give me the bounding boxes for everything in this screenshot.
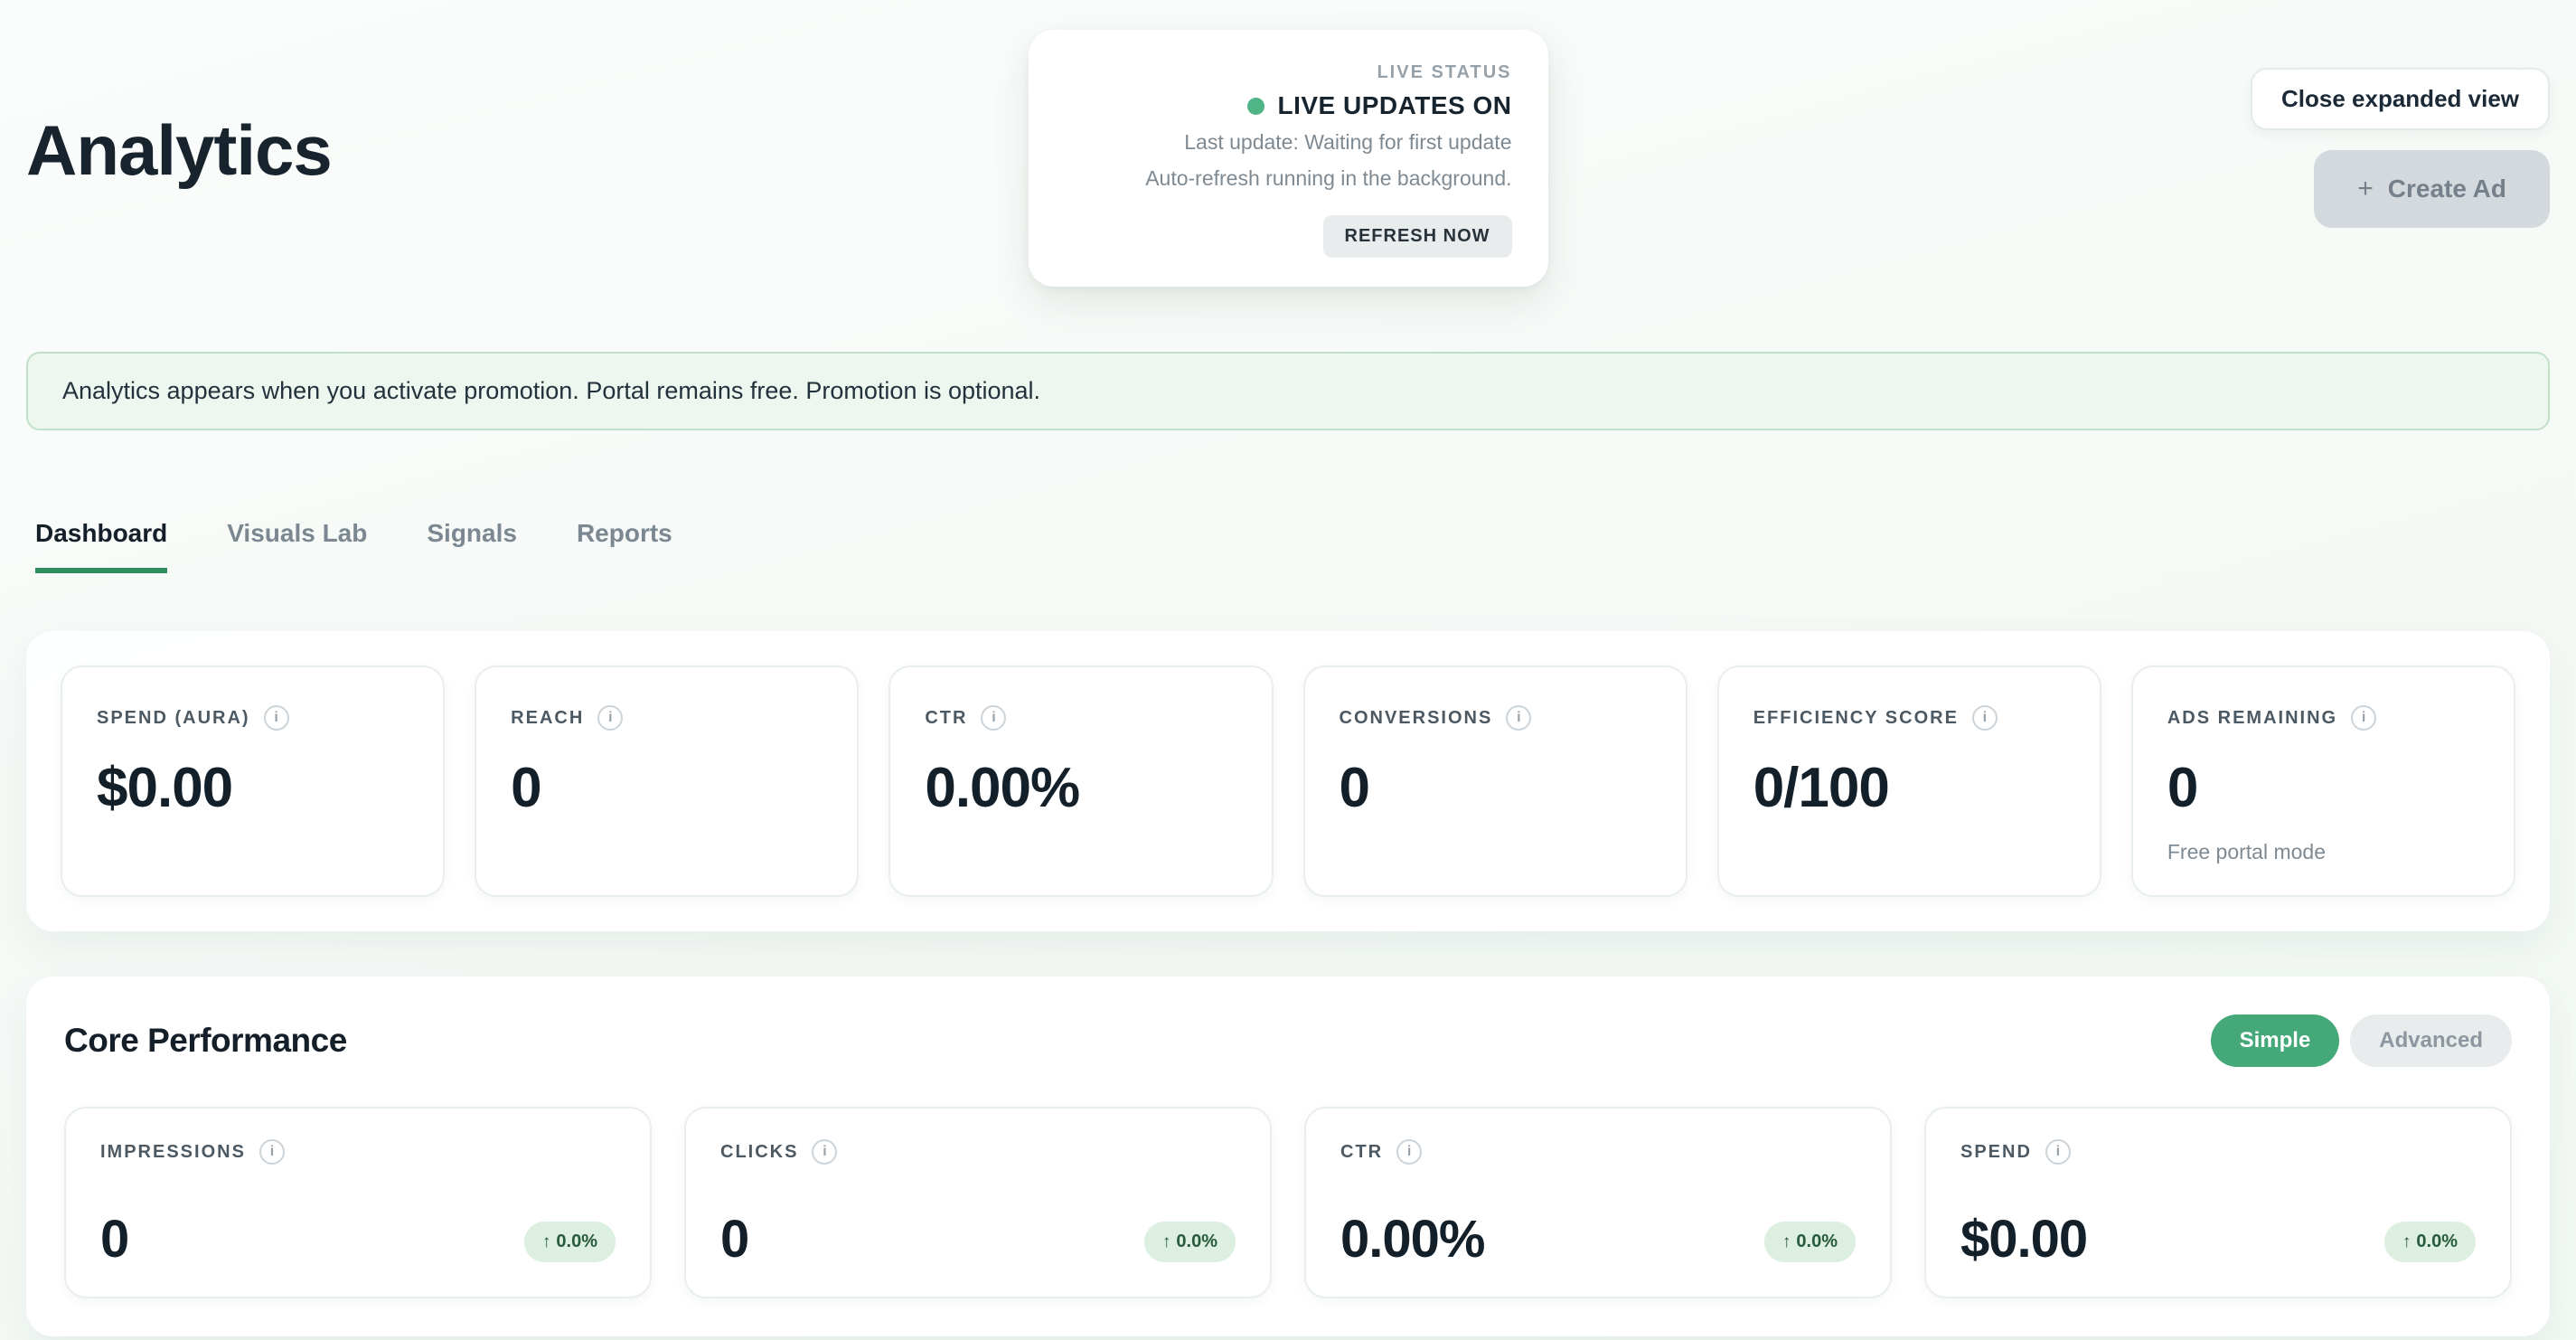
metric-value: 0.00% [1340, 1210, 1485, 1269]
metric-label-row: IMPRESSIONS i [100, 1139, 616, 1165]
stats-summary-panel: SPEND (AURA) i $0.00 REACH i 0 CTR i 0.0… [26, 631, 2550, 932]
trend-value: 0.0% [1796, 1231, 1838, 1252]
metric-label: CLICKS [720, 1141, 799, 1162]
stat-label-row: CONVERSIONS i [1340, 705, 1651, 731]
stat-label: ADS REMAINING [2167, 707, 2338, 728]
info-icon[interactable]: i [263, 705, 289, 731]
metric-label: SPEND [1960, 1141, 2032, 1162]
trend-up-icon: ↑ [1782, 1231, 1791, 1251]
tab-bar: Dashboard Visuals Lab Signals Reports [35, 519, 2550, 574]
stat-card-reach: REACH i 0 [475, 665, 860, 898]
create-ad-button[interactable]: + Create Ad [2314, 150, 2550, 228]
info-icon[interactable]: i [812, 1139, 838, 1165]
info-icon[interactable]: i [2351, 705, 2377, 731]
metric-bottom-row: 0 ↑ 0.0% [720, 1209, 1236, 1269]
metric-label-row: CLICKS i [720, 1139, 1236, 1165]
live-status-card: LIVE STATUS LIVE UPDATES ON Last update:… [1028, 30, 1548, 288]
refresh-now-button[interactable]: REFRESH NOW [1322, 215, 1512, 259]
metric-value: 0 [100, 1210, 129, 1269]
create-ad-label: Create Ad [2387, 175, 2506, 203]
stat-value: $0.00 [97, 757, 233, 820]
last-update-text: Last update: Waiting for first update [1184, 130, 1512, 154]
banner-text: Analytics appears when you activate prom… [62, 377, 1041, 405]
metric-value: 0 [720, 1210, 749, 1269]
stat-value: 0 [511, 757, 541, 820]
stat-label-row: CTR i [925, 705, 1236, 731]
plus-icon: + [2357, 174, 2374, 203]
tab-reports[interactable]: Reports [576, 519, 672, 548]
stat-value: 0 [1339, 757, 1370, 820]
stat-card-spend-aura: SPEND (AURA) i $0.00 [61, 665, 446, 898]
simple-toggle-button[interactable]: Simple [2210, 1014, 2340, 1068]
trend-badge: ↑ 0.0% [523, 1222, 616, 1263]
core-performance-panel: Core Performance Simple Advanced IMPRESS… [26, 977, 2550, 1337]
stat-card-ctr: CTR i 0.00% [888, 665, 1274, 898]
view-toggle: Simple Advanced [2210, 1014, 2512, 1068]
live-status-label: LIVE STATUS [1377, 62, 1512, 82]
metric-label-row: CTR i [1340, 1139, 1856, 1165]
info-icon[interactable]: i [1396, 1139, 1423, 1165]
trend-badge: ↑ 0.0% [2383, 1222, 2476, 1263]
metric-bottom-row: $0.00 ↑ 0.0% [1960, 1209, 2476, 1269]
core-performance-title: Core Performance [64, 1022, 347, 1060]
page-title: Analytics [26, 110, 333, 190]
metric-card-clicks: CLICKS i 0 ↑ 0.0% [684, 1107, 1272, 1299]
stat-label: CTR [925, 707, 968, 728]
stat-value: 0 [2167, 757, 2198, 820]
metric-label: CTR [1340, 1141, 1384, 1162]
stat-card-conversions: CONVERSIONS i 0 [1302, 665, 1688, 898]
stat-value: 0.00% [925, 757, 1080, 820]
stat-label-row: REACH i [511, 705, 823, 731]
live-status-row: LIVE UPDATES ON [1247, 91, 1511, 120]
stat-label: EFFICIENCY SCORE [1753, 707, 1959, 728]
trend-up-icon: ↑ [541, 1231, 551, 1251]
metric-bottom-row: 0.00% ↑ 0.0% [1340, 1209, 1856, 1269]
live-dot-icon [1247, 97, 1265, 115]
metric-value: $0.00 [1960, 1210, 2088, 1269]
stat-label: CONVERSIONS [1339, 707, 1493, 728]
trend-value: 0.0% [556, 1231, 597, 1252]
stat-label-row: ADS REMAINING i [2167, 705, 2479, 731]
advanced-toggle-button[interactable]: Advanced [2350, 1014, 2512, 1068]
stat-card-efficiency-score: EFFICIENCY SCORE i 0/100 [1716, 665, 2101, 898]
info-icon[interactable]: i [1971, 705, 1998, 731]
tab-signals[interactable]: Signals [427, 519, 517, 548]
stat-label: REACH [511, 707, 585, 728]
auto-refresh-text: Auto-refresh running in the background. [1145, 166, 1512, 191]
info-icon[interactable]: i [981, 705, 1007, 731]
trend-badge: ↑ 0.0% [1143, 1222, 1236, 1263]
tab-dashboard[interactable]: Dashboard [35, 519, 168, 574]
stat-label-row: EFFICIENCY SCORE i [1753, 705, 2065, 731]
close-expanded-view-button[interactable]: Close expanded view [2251, 68, 2550, 130]
trend-up-icon: ↑ [2402, 1231, 2411, 1251]
core-performance-header: Core Performance Simple Advanced [64, 1014, 2512, 1068]
header-actions: Close expanded view + Create Ad [1548, 30, 2550, 228]
core-metrics-row: IMPRESSIONS i 0 ↑ 0.0% CLICKS i 0 [64, 1107, 2512, 1299]
metric-label: IMPRESSIONS [100, 1141, 246, 1162]
stat-label: SPEND (AURA) [97, 707, 250, 728]
metric-card-spend: SPEND i $0.00 ↑ 0.0% [1924, 1107, 2512, 1299]
metric-bottom-row: 0 ↑ 0.0% [100, 1209, 616, 1269]
info-icon[interactable]: i [1506, 705, 1532, 731]
metric-label-row: SPEND i [1960, 1139, 2476, 1165]
promotion-info-banner: Analytics appears when you activate prom… [26, 352, 2550, 431]
info-icon[interactable]: i [2045, 1139, 2071, 1165]
metric-card-impressions: IMPRESSIONS i 0 ↑ 0.0% [64, 1107, 652, 1299]
stat-value: 0/100 [1753, 757, 1890, 820]
trend-badge: ↑ 0.0% [1763, 1222, 1856, 1263]
live-status-text: LIVE UPDATES ON [1277, 91, 1512, 119]
analytics-page: Analytics LIVE STATUS LIVE UPDATES ON La… [26, 0, 2550, 1337]
tab-visuals-lab[interactable]: Visuals Lab [227, 519, 368, 548]
stat-note: Free portal mode [2167, 840, 2326, 864]
trend-value: 0.0% [1176, 1231, 1217, 1252]
trend-value: 0.0% [2416, 1231, 2458, 1252]
stat-card-ads-remaining: ADS REMAINING i 0 Free portal mode [2130, 665, 2516, 898]
metric-card-ctr: CTR i 0.00% ↑ 0.0% [1304, 1107, 1892, 1299]
info-icon[interactable]: i [597, 705, 624, 731]
info-icon[interactable]: i [259, 1139, 285, 1165]
trend-up-icon: ↑ [1161, 1231, 1171, 1251]
header: Analytics LIVE STATUS LIVE UPDATES ON La… [26, 0, 2550, 288]
stat-label-row: SPEND (AURA) i [97, 705, 409, 731]
